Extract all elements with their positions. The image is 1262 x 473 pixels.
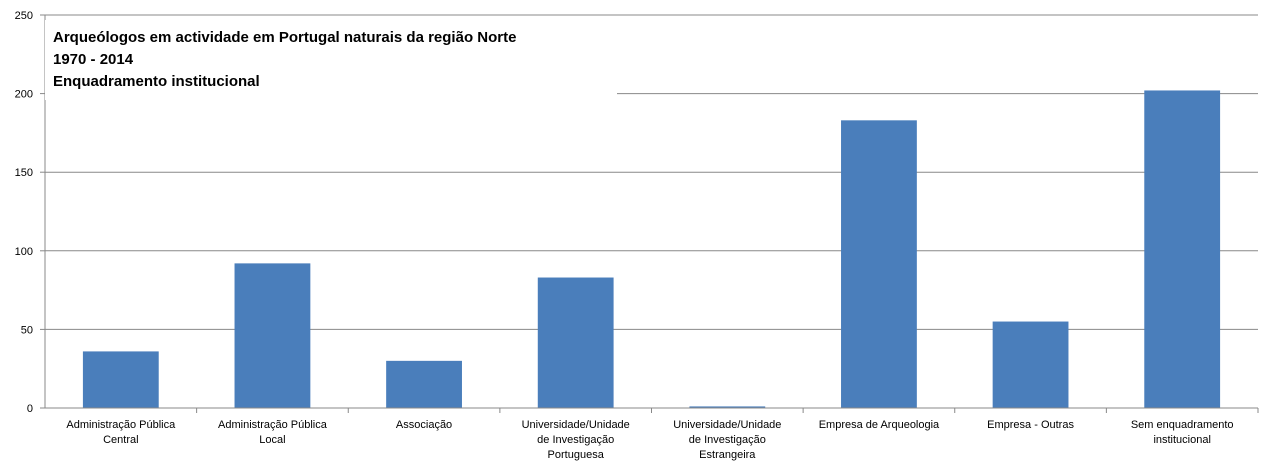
- bar: [689, 406, 766, 408]
- y-tick-label: 200: [15, 89, 33, 101]
- y-tick-label: 250: [15, 10, 33, 22]
- chart-title: Arqueólogos em actividade em Portugal na…: [53, 29, 516, 46]
- bar: [1144, 90, 1221, 409]
- bar: [386, 360, 462, 408]
- y-tick-label: 150: [15, 167, 33, 179]
- x-tick-label: Empresa - Outras: [987, 419, 1074, 431]
- bar: [537, 277, 614, 408]
- x-tick-label: Associação: [396, 419, 452, 431]
- x-tick-label: Empresa de Arqueologia: [819, 419, 940, 431]
- chart-title: Enquadramento institucional: [53, 73, 260, 90]
- y-tick-label: 50: [21, 324, 33, 336]
- x-tick-label: Sem enquadramento institucional: [1131, 419, 1234, 446]
- x-tick-label: Administração Pública Central: [66, 419, 176, 446]
- x-tick-label: Administração Pública Local: [218, 419, 328, 446]
- y-tick-label: 0: [27, 403, 33, 415]
- bar: [82, 351, 159, 408]
- title-box: [45, 20, 617, 100]
- y-tick-label: 100: [15, 246, 33, 258]
- bar: [841, 120, 917, 408]
- bar: [992, 321, 1069, 408]
- x-tick-label: Universidade/Unidade de Investigação Portu…: [522, 419, 630, 461]
- bar: [234, 263, 311, 408]
- x-tick-label: Universidade/Unidade de Investigação Estra…: [673, 419, 781, 461]
- chart-title: 1970 - 2014: [53, 51, 134, 68]
